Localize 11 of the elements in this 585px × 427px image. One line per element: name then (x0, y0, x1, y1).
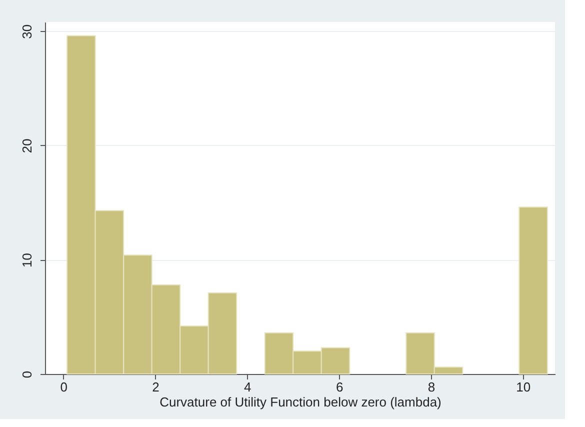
x-tick-label: 4 (244, 380, 252, 394)
y-tick-label: 10 (20, 252, 34, 268)
y-tick-label: 20 (20, 138, 34, 154)
x-tick-label: 8 (428, 380, 436, 394)
x-tick-label: 2 (152, 380, 160, 394)
x-tick-label: 10 (516, 380, 531, 394)
x-tick-label: 6 (336, 380, 344, 394)
x-tick-label: 0 (60, 380, 68, 394)
y-tick-label: 30 (20, 24, 34, 39)
x-axis-title: Curvature of Utility Function below zero (lambda) (160, 394, 442, 410)
y-tick-label: 0 (20, 370, 34, 378)
